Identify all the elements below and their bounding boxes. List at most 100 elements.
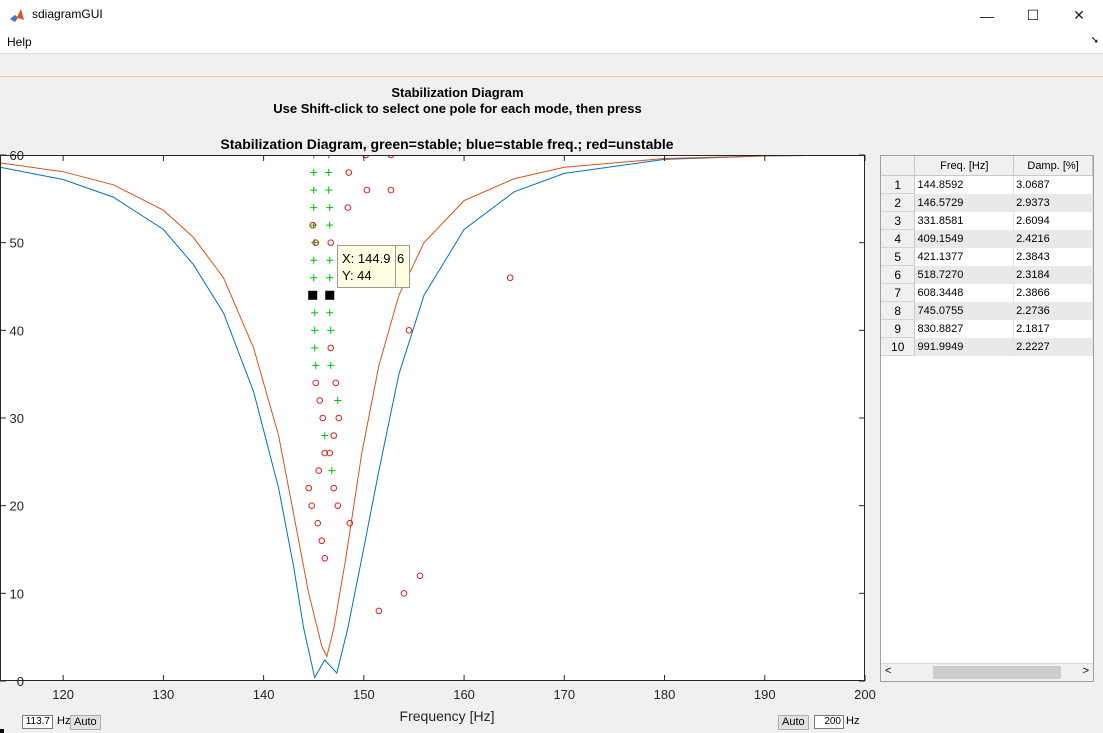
unstable-point [405,327,413,334]
unstable-point [345,169,353,176]
selected-point [308,290,318,300]
datatip: X: 144.9 6 Y: 44 [337,245,410,288]
close-button[interactable]: ✕ [1073,7,1085,23]
stable-point [311,309,319,317]
y-tick-label: 0 [17,674,24,689]
unstable-point [314,519,322,527]
x-tick-label: 190 [754,687,776,702]
table-row[interactable]: 9 830.8827 2.1817 [881,319,1093,338]
damp-cell[interactable]: 2.2736 [1013,301,1093,320]
x-tick-label: 180 [654,687,676,702]
damp-cell[interactable]: 2.3866 [1013,283,1093,302]
row-number[interactable]: 10 [881,337,916,356]
plot-marks [0,155,865,679]
freq-cell[interactable]: 144.8592 [914,175,1015,194]
row-header-corner [881,156,916,176]
maximize-button[interactable]: ☐ [1026,7,1040,23]
xmin-input[interactable]: 113.7 [22,715,53,729]
damp-cell[interactable]: 2.1817 [1013,319,1093,338]
menu-help[interactable]: Help [7,35,32,49]
freq-cell[interactable]: 409.1549 [914,229,1015,248]
row-number[interactable]: 5 [881,247,916,266]
stable-point [326,204,334,212]
plot-title: Stabilization Diagram, green=stable; blu… [220,136,673,152]
table-row[interactable]: 8 745.0755 2.2736 [881,301,1093,320]
freq-cell[interactable]: 518.7270 [914,265,1015,284]
x-tick-label: 170 [553,687,575,702]
damp-cell[interactable]: 2.9373 [1013,193,1093,212]
column-header-damp[interactable]: Damp. [%] [1013,156,1093,176]
stabilization-plot[interactable]: 120 130 140 150 160 170 180 190 200 0 10 20 30 40 50 60… [0,130,880,730]
x-tick-label: 200 [854,687,876,702]
table-row[interactable]: 1 144.8592 3.0687 [881,175,1093,194]
freq-cell[interactable]: 146.5729 [914,193,1015,212]
unstable-point [327,344,335,352]
row-number[interactable]: 6 [881,265,916,284]
xmax-unit-label: Hz [846,715,860,727]
stable-point [326,309,334,317]
scroll-right-icon[interactable]: > [1082,665,1089,677]
unstable-point [400,590,408,597]
plot-area [0,155,865,681]
xmax-input[interactable]: 200 [814,715,844,729]
stable-point [311,326,319,334]
freq-cell[interactable]: 991.9949 [914,337,1015,356]
x-tick-label: 130 [153,687,175,702]
unstable-point [506,274,514,282]
damp-cell[interactable]: 3.0687 [1013,175,1093,194]
auto-right-button[interactable]: Auto [778,715,809,730]
freq-cell[interactable]: 608.3448 [914,283,1015,302]
toolbar-divider [0,76,1103,77]
row-number[interactable]: 7 [881,283,916,302]
unstable-point [334,502,342,509]
damp-cell[interactable]: 2.6094 [1013,211,1093,230]
table-header-row: Freq. [Hz] Damp. [%] [881,156,1093,176]
freq-cell[interactable]: 745.0755 [914,301,1015,320]
row-number[interactable]: 9 [881,319,916,338]
damp-cell[interactable]: 2.2227 [1013,337,1093,356]
header-title: Stabilization Diagram [391,85,524,100]
table-row[interactable]: 7 608.3448 2.3866 [881,283,1093,302]
table-row[interactable]: 6 518.7270 2.3184 [881,265,1093,284]
row-number[interactable]: 2 [881,193,916,212]
unstable-point [327,239,335,246]
unstable-point [335,414,343,422]
stable-point [310,155,318,159]
table-row[interactable]: 5 421.1377 2.3843 [881,247,1093,266]
unstable-point [344,204,352,211]
row-number[interactable]: 1 [881,175,916,194]
stable-point [334,396,342,404]
minimize-button[interactable]: — [980,7,994,24]
unstable-point [312,379,320,387]
table-row[interactable]: 3 331.8581 2.6094 [881,211,1093,230]
table-row[interactable]: 2 146.5729 2.9373 [881,193,1093,212]
stable-point [310,169,318,177]
damp-cell[interactable]: 2.4216 [1013,229,1093,248]
freq-cell[interactable]: 421.1377 [914,247,1015,266]
dock-arrow-icon[interactable]: ➘ [1090,35,1099,46]
row-number[interactable]: 4 [881,229,916,248]
table-horizontal-scrollbar[interactable]: < > [881,663,1093,681]
freq-cell[interactable]: 830.8827 [914,319,1015,338]
stable-point [326,221,334,229]
row-number[interactable]: 3 [881,211,916,230]
unstable-point [375,607,383,615]
table-row[interactable]: 4 409.1549 2.4216 [881,229,1093,248]
menu-bar: Help ➘ [0,31,1103,54]
damp-cell[interactable]: 2.3184 [1013,265,1093,284]
scroll-thumb[interactable] [933,666,1061,679]
stable-point [325,186,333,194]
series-line-0 [0,155,865,679]
table-row[interactable]: 10 991.9949 2.2227 [881,337,1093,356]
matlab-icon [10,9,24,22]
unstable-point [387,186,395,194]
x-tick-label: 120 [52,687,74,702]
auto-left-button[interactable]: Auto [70,715,101,730]
freq-cell[interactable]: 331.8581 [914,211,1015,230]
damp-cell[interactable]: 2.3843 [1013,247,1093,266]
y-tick-label: 20 [10,499,24,514]
stable-point [310,256,318,264]
row-number[interactable]: 8 [881,301,916,320]
scroll-left-icon[interactable]: < [885,665,892,677]
column-header-freq[interactable]: Freq. [Hz] [914,156,1015,176]
